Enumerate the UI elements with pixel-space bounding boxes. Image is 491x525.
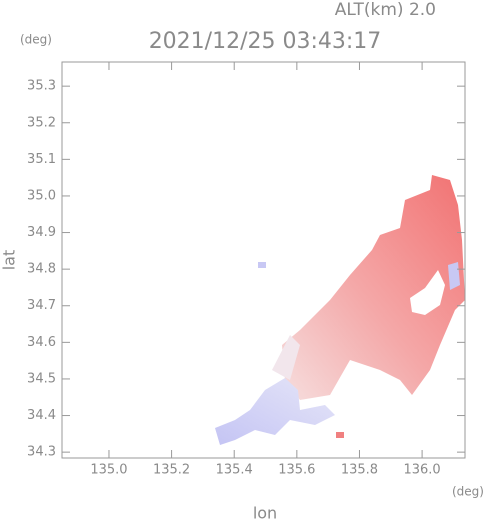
y-tick-label: 34.6 (27, 335, 56, 350)
low-region (272, 335, 300, 380)
y-unit: (deg) (20, 33, 52, 47)
y-tick-label: 34.8 (27, 262, 56, 277)
gap (410, 270, 445, 315)
reflectivity-region (282, 175, 465, 400)
approaching-region (215, 378, 335, 445)
chart-title: 2021/12/25 03:43:17 (149, 29, 382, 54)
echo-patch (336, 432, 344, 438)
x-tick-label: 135.0 (90, 463, 127, 478)
x-tick-label: 135.8 (341, 463, 378, 478)
y-tick-label: 34.3 (27, 445, 56, 460)
y-tick-label: 34.4 (27, 408, 56, 423)
x-tick-label: 135.2 (153, 463, 190, 478)
y-tick-label: 35.2 (27, 115, 56, 130)
altitude-label: ALT(km) 2.0 (335, 0, 436, 20)
y-tick-label: 34.5 (27, 371, 56, 386)
radar-field (215, 175, 465, 445)
x-tick-label: 136.0 (403, 463, 440, 478)
echo-patch (258, 262, 266, 268)
y-tick-label: 34.9 (27, 225, 56, 240)
x-axis-label: lon (253, 504, 277, 522)
plot-frame (61, 61, 466, 459)
approaching-patch (448, 262, 460, 290)
y-tick-label: 35.0 (27, 188, 56, 203)
y-tick-label: 35.3 (27, 79, 56, 94)
y-axis-label: lat (0, 250, 19, 271)
y-tick-label: 35.1 (27, 152, 56, 167)
x-tick-label: 135.6 (278, 463, 315, 478)
y-tick-label: 34.7 (27, 298, 56, 313)
x-tick-label: 135.4 (216, 463, 253, 478)
x-unit: (deg) (452, 485, 484, 499)
